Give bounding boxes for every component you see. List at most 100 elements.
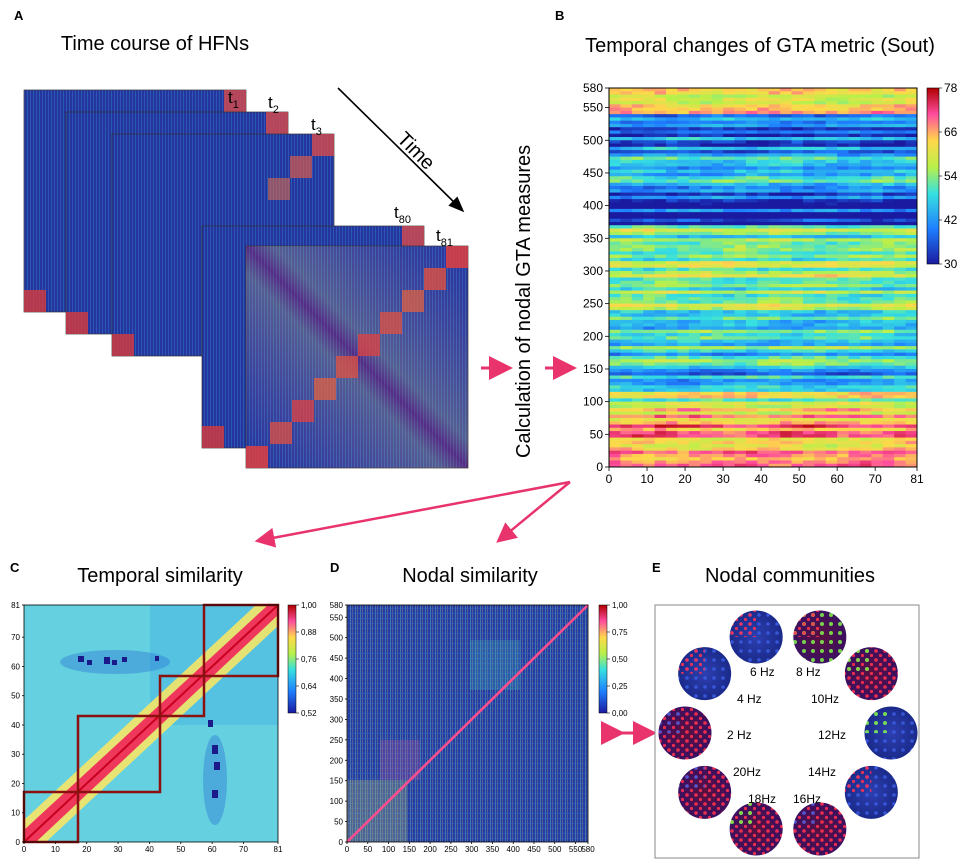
heatmap-b-cell: [631, 414, 644, 419]
heatmap-b-cell: [723, 447, 735, 452]
heatmap-b-cell: [711, 359, 724, 363]
heatmap-b-cell: [780, 382, 792, 386]
heatmap-b-cell: [643, 235, 656, 239]
heatmap-b-cell: [871, 199, 884, 203]
heatmap-b-cell: [814, 401, 827, 406]
heatmap-b-cell: [677, 110, 690, 115]
heatmap-b-cell: [688, 457, 701, 461]
heatmap-b-cell: [666, 218, 678, 223]
heatmap-b-cell: [871, 453, 884, 458]
heatmap-b-cell: [894, 300, 906, 305]
heatmap-b-cell: [894, 104, 906, 109]
heatmap-b-cell: [666, 264, 678, 269]
heatmap-b-cell: [768, 303, 781, 308]
heatmap-b-cell: [882, 431, 895, 435]
heatmap-b-cell: [825, 306, 838, 311]
heatmap-b-cell: [757, 225, 770, 229]
heatmap-b-cell: [882, 153, 895, 158]
heatmap-b-cell: [609, 97, 621, 102]
heatmap-b-cell: [734, 336, 747, 340]
panel-c-title: Temporal similarity: [77, 565, 243, 587]
heatmap-b-cell: [780, 133, 792, 138]
heatmap-b-cell: [711, 414, 724, 419]
heatmap-b-cell: [723, 450, 735, 455]
heatmap-b-cell: [871, 241, 884, 246]
heatmap-b-cell: [711, 401, 724, 406]
heatmap-b-cell: [802, 411, 815, 416]
heatmap-b-cell: [905, 195, 918, 200]
heatmap-b-cell: [780, 398, 792, 403]
heatmap-b-cell: [905, 133, 918, 138]
heatmap-b-cell: [871, 146, 884, 151]
heatmap-b-cell: [848, 169, 861, 174]
heatmap-b-cell: [609, 329, 621, 334]
heatmap-b-cell: [654, 346, 667, 350]
heatmap-b-cell: [620, 130, 633, 135]
heatmap-b-cell: [620, 277, 633, 282]
heatmap-b-cell: [768, 421, 781, 425]
heatmap-b-cell: [882, 352, 895, 357]
heatmap-b-cell: [666, 254, 678, 259]
heatmap-b-cell: [814, 270, 827, 275]
heatmap-b-cell: [825, 172, 838, 177]
heatmap-b-cell: [791, 293, 804, 298]
heatmap-b-cell: [802, 110, 815, 115]
heatmap-b-cell: [723, 176, 735, 180]
heatmap-b-cell: [859, 205, 872, 210]
heatmap-b-cell: [631, 172, 644, 177]
heatmap-b-cell: [837, 440, 849, 445]
heatmap-b-cell: [837, 123, 849, 128]
heatmap-b-cell: [825, 264, 838, 269]
heatmap-b-cell: [859, 97, 872, 102]
heatmap-b-cell: [848, 368, 861, 373]
heatmap-b-cell: [688, 195, 701, 200]
heatmap-b-cell: [882, 287, 895, 291]
heatmap-b-cell: [848, 231, 861, 236]
heatmap-b-cell: [723, 212, 735, 216]
heatmap-b-cell: [905, 146, 918, 151]
heatmap-b-cell: [814, 238, 827, 242]
heatmap-b-cell: [882, 208, 895, 213]
heatmap-b-cell: [620, 114, 633, 118]
heatmap-b-cell: [768, 192, 781, 197]
heatmap-b-cell: [802, 375, 815, 380]
heatmap-b-cell: [643, 444, 656, 448]
heatmap-b-cell: [745, 297, 758, 301]
heatmap-b-cell: [677, 378, 690, 383]
heatmap-b-cell: [745, 205, 758, 210]
heatmap-b-cell: [688, 94, 701, 99]
heatmap-b-cell: [802, 241, 815, 246]
heatmap-b-cell: [631, 267, 644, 272]
heatmap-b-cell: [677, 153, 690, 158]
heatmap-c: [23, 604, 279, 843]
heatmap-b-cell: [848, 270, 861, 275]
heatmap-b-cell: [871, 408, 884, 412]
heatmap-b-cell: [643, 437, 656, 442]
heatmap-b-cell: [700, 176, 713, 180]
heatmap-b-cell: [825, 221, 838, 226]
heatmap-b-cell: [882, 362, 895, 367]
heatmap-b-cell: [677, 120, 690, 125]
heatmap-b-cell: [700, 326, 713, 331]
heatmap-b-cell: [631, 244, 644, 249]
heatmap-b-cell: [882, 385, 895, 389]
heatmap-b-cell: [882, 323, 895, 327]
heatmap-b-cell: [711, 117, 724, 122]
heatmap-b-cell: [734, 447, 747, 452]
heatmap-b-cell: [757, 186, 770, 190]
heatmap-b-cell: [825, 88, 838, 92]
heatmap-b-cell: [802, 310, 815, 314]
heatmap-b-cell: [723, 319, 735, 324]
heatmap-b-cell: [643, 319, 656, 324]
heatmap-b-cell: [688, 382, 701, 386]
heatmap-b-cell: [609, 372, 621, 376]
heatmap-b-cell: [837, 225, 849, 229]
heatmap-b-cell: [609, 388, 621, 393]
heatmap-b-cell: [654, 375, 667, 380]
heatmap-b-cell: [631, 254, 644, 259]
heatmap-b-cell: [757, 437, 770, 442]
heatmap-b-cell: [882, 453, 895, 458]
heatmap-b-cell: [677, 395, 690, 399]
heatmap-b-cell: [677, 414, 690, 419]
heatmap-b-cell: [791, 120, 804, 125]
